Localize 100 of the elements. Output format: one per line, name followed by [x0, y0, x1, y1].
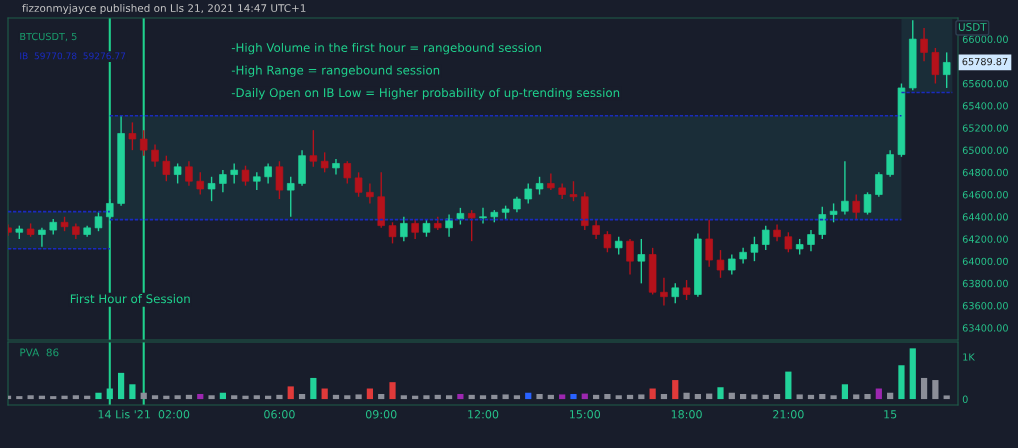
annotation: First Hour of Session — [70, 294, 190, 304]
bar — [321, 388, 328, 400]
candlestick — [547, 172, 555, 191]
bar — [717, 387, 724, 400]
candlestick — [106, 198, 114, 225]
candlestick — [784, 231, 793, 253]
bar — [853, 394, 860, 400]
bar — [841, 384, 849, 400]
candlestick — [264, 162, 272, 185]
candlestick — [151, 143, 159, 168]
candlestick — [287, 176, 295, 218]
bar — [536, 394, 543, 400]
y-tick-label: 63400.00 — [962, 324, 1008, 332]
candlestick — [196, 171, 204, 196]
candlestick — [467, 209, 476, 242]
bar — [491, 394, 498, 400]
bar — [626, 394, 634, 400]
bar — [389, 382, 396, 400]
bar — [50, 396, 57, 400]
bar — [615, 395, 622, 400]
bar — [762, 394, 769, 400]
y-tick-label: 65600.00 — [962, 79, 1008, 88]
bar — [95, 392, 102, 400]
candlestick — [750, 236, 759, 262]
bar — [423, 395, 430, 400]
bar — [525, 392, 532, 400]
candlestick — [863, 191, 872, 216]
bar — [638, 394, 645, 400]
bar — [740, 394, 747, 400]
y-tick-label: 1K — [963, 353, 975, 361]
candlestick — [38, 227, 46, 248]
bar — [197, 394, 204, 400]
bar — [378, 394, 385, 400]
candlestick — [705, 218, 713, 268]
candlestick — [728, 253, 736, 276]
bar — [208, 395, 215, 400]
candlestick — [479, 207, 487, 225]
bar — [61, 395, 68, 400]
candlestick — [354, 171, 363, 198]
bar — [174, 395, 181, 400]
bar — [502, 394, 509, 400]
y-tick-label: 66000.00 — [962, 35, 1008, 43]
bar — [943, 395, 950, 400]
bar — [479, 395, 487, 400]
bar — [830, 395, 837, 400]
candlestick — [626, 238, 634, 276]
candlestick — [275, 160, 284, 200]
annotation: PVA 86 — [20, 348, 59, 357]
candlestick — [128, 121, 137, 151]
y-tick-label: 65000.00 — [962, 146, 1008, 154]
bar — [909, 348, 916, 400]
candlestick — [942, 51, 951, 89]
y-tick-label: 65200.00 — [962, 124, 1008, 132]
bar — [355, 394, 362, 400]
candlestick — [807, 229, 815, 252]
bar — [649, 388, 656, 400]
bar — [332, 394, 340, 400]
y-tick-label: 65400.00 — [962, 102, 1008, 110]
bar — [140, 392, 147, 400]
candlestick — [875, 171, 883, 198]
bar — [457, 394, 464, 400]
bar — [16, 396, 23, 400]
annotation: 65789.87 — [962, 57, 1008, 66]
candlestick — [173, 162, 182, 185]
candlestick — [388, 221, 397, 245]
candlestick — [241, 164, 250, 187]
bar — [570, 394, 577, 400]
x-tick-label: 09:00 — [365, 410, 397, 419]
bar — [751, 394, 758, 400]
bar — [513, 395, 521, 400]
candlestick — [671, 282, 679, 305]
y-tick-label: 64600.00 — [962, 191, 1008, 199]
y-tick-label: 64800.00 — [962, 168, 1008, 177]
bar — [445, 395, 453, 400]
candlestick — [603, 230, 612, 253]
bar — [468, 394, 475, 400]
bar — [151, 395, 159, 400]
candlestick — [818, 206, 827, 240]
bar — [400, 395, 407, 400]
bar — [242, 395, 249, 400]
bar — [219, 392, 226, 400]
candlestick — [343, 160, 352, 185]
bar — [660, 394, 668, 400]
candlestick — [320, 151, 329, 174]
candlestick — [829, 202, 838, 223]
bar — [366, 388, 374, 400]
bar — [819, 394, 826, 400]
candlestick — [445, 213, 453, 238]
bar — [106, 388, 113, 400]
bar — [920, 377, 928, 400]
candlestick — [852, 193, 860, 220]
bar — [559, 394, 566, 400]
bar — [185, 394, 193, 400]
candlestick — [637, 238, 646, 285]
bar — [932, 380, 939, 400]
candlestick — [94, 211, 103, 232]
bar — [898, 365, 905, 400]
bar — [129, 384, 136, 400]
x-tick-label: 06:00 — [264, 410, 295, 419]
candlestick — [682, 279, 691, 301]
